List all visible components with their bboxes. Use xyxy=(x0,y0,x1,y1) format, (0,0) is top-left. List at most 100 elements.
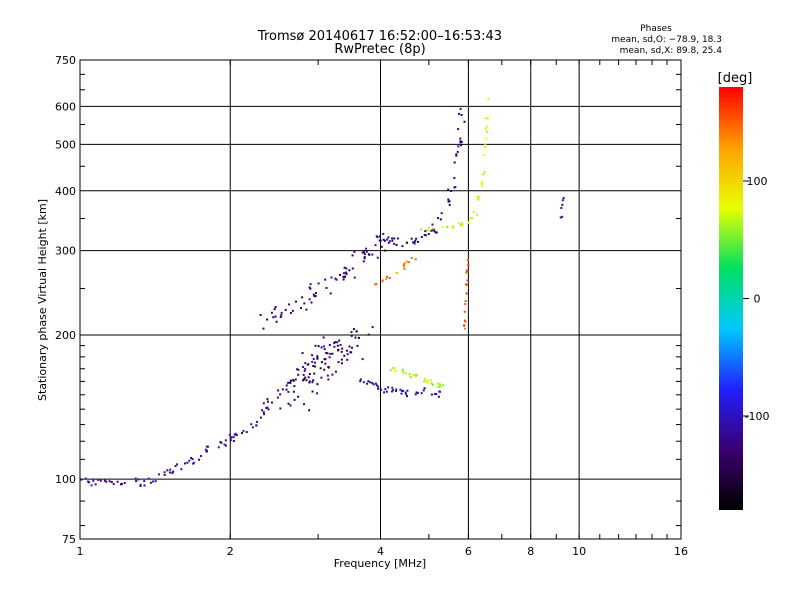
data-point xyxy=(97,478,100,481)
y-tick-label: 100 xyxy=(55,473,76,486)
data-point xyxy=(438,383,441,386)
data-point xyxy=(455,154,458,157)
data-point xyxy=(426,229,429,232)
data-point xyxy=(220,441,223,444)
data-point xyxy=(263,413,266,416)
data-point xyxy=(429,379,432,382)
data-point xyxy=(377,385,380,388)
data-point xyxy=(481,182,484,185)
data-point xyxy=(438,390,441,393)
data-point xyxy=(437,395,440,398)
data-point xyxy=(289,381,292,384)
data-point xyxy=(304,376,307,379)
data-point xyxy=(348,269,351,272)
data-point xyxy=(484,117,487,120)
data-point xyxy=(320,361,323,364)
data-point xyxy=(385,278,388,281)
axis-ticks: 1 2 4 6 8 10 16 75 100 200 300 400 500 600 750 xyxy=(55,54,688,558)
data-point xyxy=(340,362,343,365)
data-point xyxy=(412,374,415,377)
data-point xyxy=(353,276,356,279)
data-point xyxy=(365,250,368,253)
data-point xyxy=(285,384,288,387)
data-point xyxy=(374,382,377,385)
data-point xyxy=(359,378,362,381)
data-point xyxy=(313,295,316,298)
data-point xyxy=(304,367,307,370)
y-tick-label: 75 xyxy=(62,533,76,546)
data-point xyxy=(267,408,270,411)
data-point xyxy=(413,241,416,244)
data-point xyxy=(313,372,316,375)
data-point xyxy=(559,216,562,219)
data-point xyxy=(477,198,480,201)
data-point xyxy=(465,292,468,295)
data-point xyxy=(103,479,106,482)
data-point xyxy=(110,480,113,483)
data-point xyxy=(169,468,172,471)
data-point xyxy=(391,389,394,392)
data-point xyxy=(484,127,487,130)
data-point xyxy=(274,306,277,309)
data-point xyxy=(166,469,169,472)
data-point xyxy=(319,367,322,370)
data-point xyxy=(374,244,377,247)
data-point xyxy=(270,401,273,404)
data-point xyxy=(299,307,302,310)
data-point xyxy=(340,350,343,353)
data-point xyxy=(217,446,220,449)
data-point xyxy=(388,240,391,243)
data-point xyxy=(371,326,374,329)
data-point xyxy=(320,376,323,379)
data-point xyxy=(403,267,406,270)
data-point xyxy=(334,341,337,344)
data-point xyxy=(460,114,463,117)
data-point xyxy=(446,225,449,228)
data-point xyxy=(293,385,296,388)
data-point xyxy=(423,380,426,383)
data-point xyxy=(316,383,319,386)
data-point xyxy=(309,287,312,290)
data-point xyxy=(287,390,290,393)
data-point xyxy=(337,361,340,364)
data-point xyxy=(307,376,310,379)
data-point xyxy=(467,221,470,224)
data-point xyxy=(316,355,319,358)
data-point xyxy=(277,389,280,392)
data-point xyxy=(561,203,564,206)
phase-o-stats: mean, sd,O: −78.9, 18.3 xyxy=(611,35,722,45)
data-point xyxy=(328,343,331,346)
data-point xyxy=(288,303,291,306)
data-point xyxy=(423,387,426,390)
data-point xyxy=(378,239,381,242)
data-point xyxy=(346,353,349,356)
data-point xyxy=(463,327,466,330)
data-point xyxy=(375,283,378,286)
data-point xyxy=(469,217,472,220)
data-point xyxy=(371,253,374,256)
data-point xyxy=(562,196,565,199)
data-point xyxy=(466,258,469,261)
data-point xyxy=(314,295,317,298)
data-point xyxy=(331,373,334,376)
data-point xyxy=(393,237,396,240)
data-point xyxy=(459,107,462,110)
data-points xyxy=(80,98,565,488)
data-point xyxy=(441,225,444,228)
data-point xyxy=(87,480,90,483)
data-point xyxy=(139,485,142,488)
data-point xyxy=(234,432,237,435)
data-point xyxy=(350,351,353,354)
data-point xyxy=(464,303,467,306)
data-point xyxy=(423,233,426,236)
data-point xyxy=(199,455,202,458)
data-point xyxy=(379,239,382,242)
data-point xyxy=(439,218,442,221)
data-point xyxy=(303,403,306,406)
data-point xyxy=(346,358,349,361)
y-tick-label: 600 xyxy=(55,100,76,113)
data-point xyxy=(303,302,306,305)
data-point xyxy=(480,181,483,184)
data-point xyxy=(345,267,348,270)
data-point xyxy=(378,235,381,238)
